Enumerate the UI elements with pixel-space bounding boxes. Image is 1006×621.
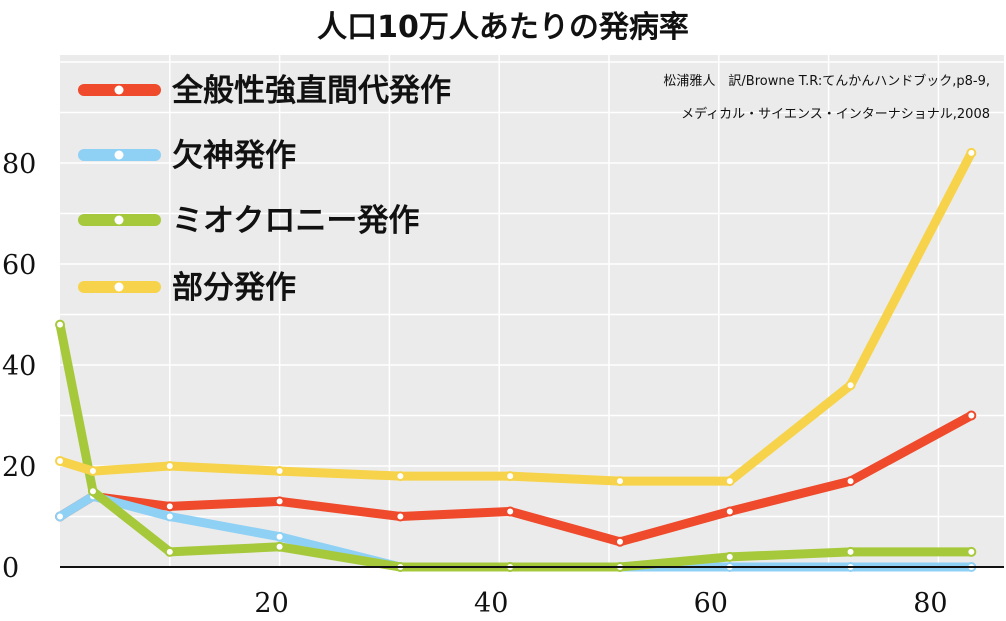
y-tick-label: 80 — [2, 149, 36, 180]
data-point — [845, 546, 856, 557]
legend-marker — [114, 150, 124, 160]
data-point — [724, 476, 735, 487]
series-3 — [55, 147, 977, 487]
data-point — [845, 476, 856, 487]
y-tick-label: 40 — [2, 351, 36, 382]
data-point — [55, 511, 65, 522]
x-tick-label: 20 — [254, 588, 288, 619]
y-tick-label: 20 — [2, 452, 36, 483]
source-line-2: メディカル・サイエンス・インターナショナル,2008 — [681, 106, 990, 122]
x-tick-label: 80 — [913, 588, 947, 619]
chart-title: 人口10万人あたりの発病率 — [317, 10, 689, 45]
x-tick-label: 60 — [694, 588, 728, 619]
x-tick-label: 40 — [474, 588, 508, 619]
data-point — [724, 506, 735, 517]
data-point — [966, 147, 977, 158]
y-axis-ticks: 0 20 40 60 80 — [2, 149, 36, 584]
legend-marker — [114, 282, 124, 292]
data-point — [164, 501, 175, 512]
source-line-1: 松浦雅人 訳/Browne T.R:てんかんハンドブック,p8-9, — [663, 73, 990, 89]
data-point — [164, 511, 175, 522]
data-point — [966, 410, 977, 421]
x-axis-ticks: 20 40 60 80 — [254, 588, 947, 619]
data-point — [724, 551, 735, 562]
data-point — [395, 471, 406, 482]
legend-marker — [114, 215, 124, 225]
legend-marker — [114, 85, 124, 95]
data-point — [614, 536, 625, 547]
legend-label: 全般性強直間代発作 — [171, 73, 451, 109]
data-point — [274, 541, 285, 552]
data-point — [164, 461, 175, 471]
data-point — [87, 486, 98, 497]
data-point — [966, 546, 977, 557]
legend-label: 部分発作 — [172, 270, 296, 306]
data-point — [505, 471, 516, 482]
legend-label: ミオクロニー発作 — [172, 203, 419, 239]
data-point — [164, 546, 175, 557]
y-tick-label: 60 — [2, 250, 36, 281]
data-point — [845, 380, 856, 391]
plot-background — [60, 55, 1004, 567]
series-line — [55, 411, 976, 547]
data-point — [614, 476, 625, 487]
data-point — [274, 466, 285, 477]
y-tick-label: 0 — [2, 553, 19, 584]
data-point — [55, 455, 65, 466]
data-point — [395, 511, 406, 522]
legend-label: 欠神発作 — [172, 138, 296, 174]
data-point — [87, 466, 98, 477]
data-point — [274, 496, 285, 507]
data-point — [274, 531, 285, 542]
data-point — [505, 506, 516, 517]
data-point — [55, 319, 65, 330]
series-line — [55, 148, 976, 486]
grid-lines — [60, 55, 1004, 567]
